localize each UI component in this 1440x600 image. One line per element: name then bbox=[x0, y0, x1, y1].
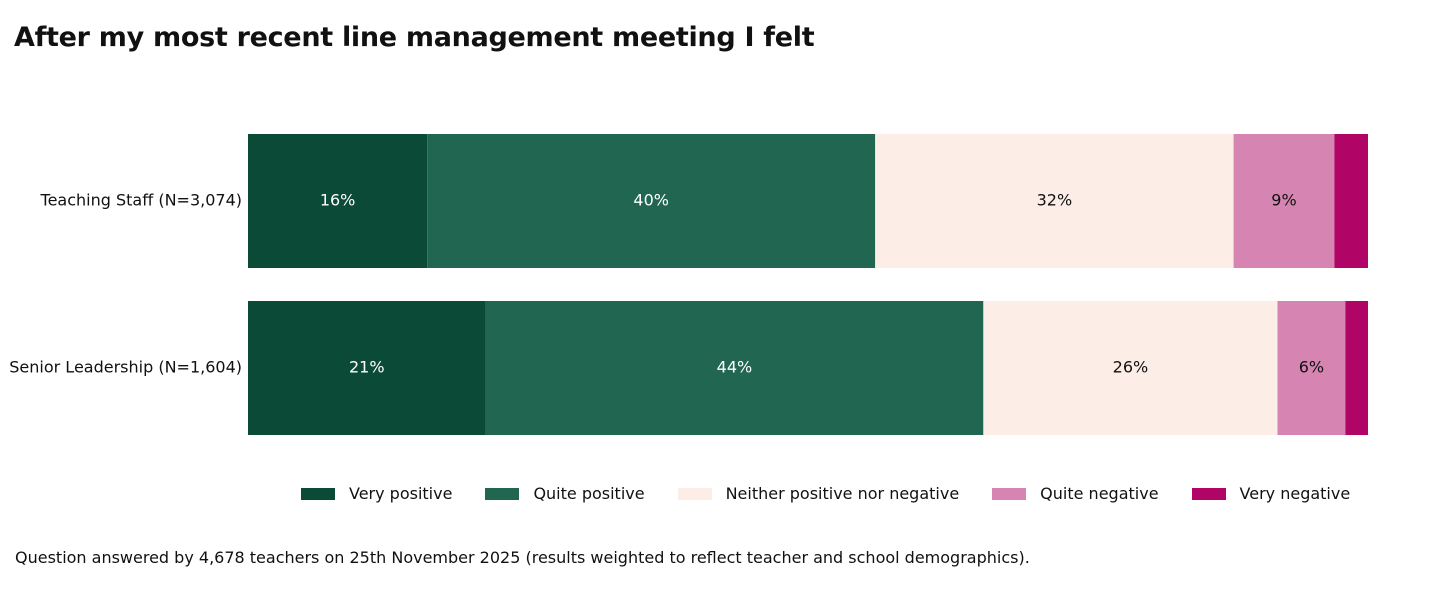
data-label: 6% bbox=[1299, 358, 1324, 377]
data-label: 40% bbox=[633, 191, 669, 210]
legend-label: Neither positive nor negative bbox=[725, 484, 960, 503]
data-label: 44% bbox=[717, 358, 753, 377]
legend-swatch bbox=[1191, 487, 1226, 500]
bar-segment-quite-positive bbox=[427, 134, 876, 268]
bar-segment-very-positive bbox=[248, 301, 486, 435]
category-label: Teaching Staff (N=3,074) bbox=[40, 191, 242, 210]
stacked-bar-chart: Teaching Staff (N=3,074) 16% 40% 32% 9% Senio… bbox=[9, 134, 1368, 435]
legend-label: Quite positive bbox=[533, 484, 645, 503]
legend-item-quite-negative: Quite negative bbox=[992, 484, 1159, 503]
bar-segment-neither-positive-nor-negative bbox=[875, 134, 1234, 268]
data-label: 16% bbox=[320, 191, 356, 210]
bar-segment-neither-positive-nor-negative bbox=[983, 301, 1278, 435]
legend-swatch bbox=[677, 487, 712, 500]
bar-segment-quite-positive bbox=[485, 301, 984, 435]
data-label: 26% bbox=[1113, 358, 1149, 377]
data-label: 21% bbox=[349, 358, 385, 377]
bar-segment-very-negative bbox=[1334, 134, 1368, 268]
bar-segment-quite-negative bbox=[1233, 134, 1335, 268]
footnote: Question answered by 4,678 teachers on 2… bbox=[15, 548, 1030, 567]
legend-item-very-positive: Very positive bbox=[301, 484, 452, 503]
legend-swatch bbox=[485, 487, 520, 500]
bar-segment-quite-negative bbox=[1277, 301, 1346, 435]
legend-swatch bbox=[301, 487, 335, 500]
bar-segment-very-negative bbox=[1345, 301, 1368, 435]
legend-label: Very negative bbox=[1239, 484, 1351, 503]
data-label: 32% bbox=[1037, 191, 1073, 210]
legend: Very positive Quite positive Neither posit… bbox=[301, 484, 1350, 503]
legend-item-very-negative: Very negative bbox=[1191, 484, 1351, 503]
data-label: 9% bbox=[1271, 191, 1296, 210]
legend-item-neither-positive-nor-negative: Neither positive nor negative bbox=[677, 484, 960, 503]
legend-label: Very positive bbox=[349, 484, 453, 503]
legend-item-quite-positive: Quite positive bbox=[485, 484, 645, 503]
category-label: Senior Leadership (N=1,604) bbox=[9, 358, 242, 377]
chart-title: After my most recent line management mee… bbox=[14, 22, 815, 53]
legend-label: Quite negative bbox=[1040, 484, 1159, 503]
legend-swatch bbox=[992, 487, 1027, 500]
bar-segment-very-positive bbox=[248, 134, 428, 268]
